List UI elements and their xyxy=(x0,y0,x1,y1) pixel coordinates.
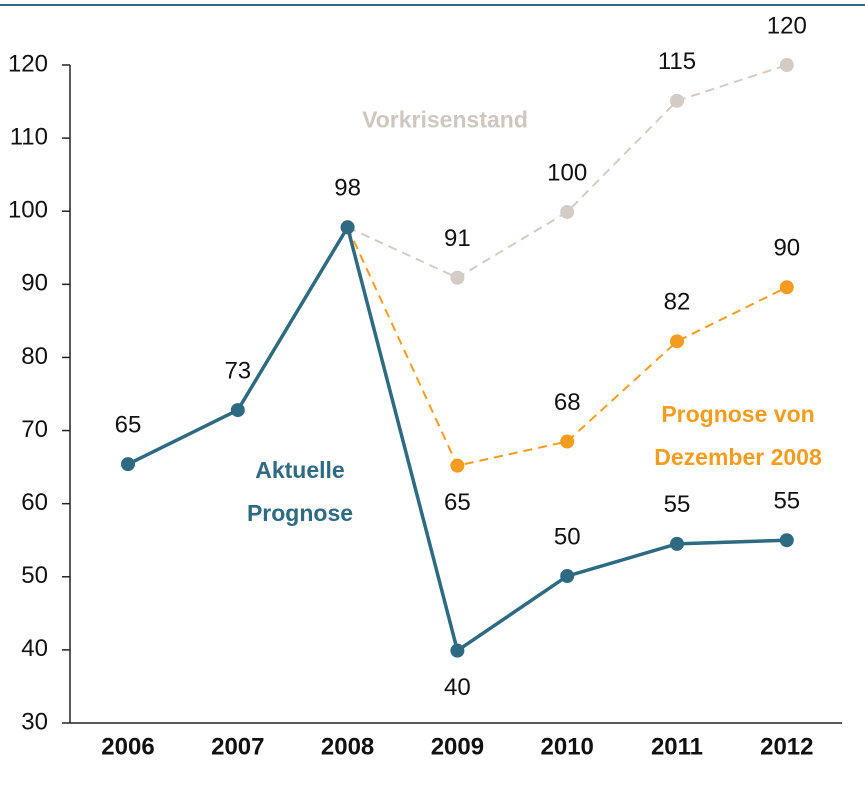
y-tick-label: 110 xyxy=(10,123,48,150)
data-point xyxy=(450,643,465,658)
data-point xyxy=(670,536,684,551)
data-label: 65 xyxy=(444,489,471,516)
y-tick-label: 120 xyxy=(8,50,48,77)
data-label: 91 xyxy=(444,225,471,252)
y-tick-label: 90 xyxy=(21,270,48,297)
data-point xyxy=(450,458,465,473)
data-label: 55 xyxy=(664,491,691,518)
data-label: 68 xyxy=(554,389,581,416)
data-label: 90 xyxy=(773,235,800,262)
y-tick-label: 70 xyxy=(21,416,48,443)
series-name: Prognose von Dezember 2008 xyxy=(654,401,822,470)
data-label: 55 xyxy=(773,488,800,515)
y-tick-label: 80 xyxy=(21,343,48,370)
data-label: 100 xyxy=(547,159,587,186)
x-tick-label: 2008 xyxy=(321,733,374,760)
y-tick-label: 50 xyxy=(21,562,48,589)
data-point xyxy=(779,280,794,295)
y-tick-label: 30 xyxy=(21,708,48,735)
data-point xyxy=(670,93,684,108)
data-point xyxy=(230,403,245,418)
data-label: 82 xyxy=(664,289,691,316)
x-tick-label: 2009 xyxy=(431,733,484,760)
x-tick-label: 2006 xyxy=(101,733,154,760)
data-point xyxy=(121,457,135,472)
data-point xyxy=(560,204,575,219)
data-label: 73 xyxy=(224,357,251,384)
top-rule xyxy=(0,4,865,6)
y-tick-label: 100 xyxy=(8,197,48,224)
x-tick-label: 2007 xyxy=(211,733,264,760)
data-point xyxy=(340,220,355,235)
series-name: Aktuelle Prognose xyxy=(246,457,354,526)
data-point xyxy=(450,270,465,285)
series-name: Vorkrisenstand xyxy=(362,106,528,133)
data-label: 120 xyxy=(767,12,807,39)
data-point xyxy=(560,569,575,584)
x-tick-label: 2011 xyxy=(651,733,703,760)
data-label: 115 xyxy=(658,48,696,75)
y-tick-label: 40 xyxy=(21,635,48,662)
data-point xyxy=(779,533,794,548)
data-point xyxy=(779,58,794,72)
data-label: 50 xyxy=(554,523,581,550)
data-label: 40 xyxy=(444,674,471,701)
data-point xyxy=(670,334,684,349)
y-tick-label: 60 xyxy=(21,489,48,516)
data-label: 98 xyxy=(334,175,361,202)
x-tick-label: 2010 xyxy=(541,733,594,760)
data-label: 65 xyxy=(115,412,142,439)
data-point xyxy=(560,434,575,449)
x-tick-label: 2012 xyxy=(760,733,813,760)
